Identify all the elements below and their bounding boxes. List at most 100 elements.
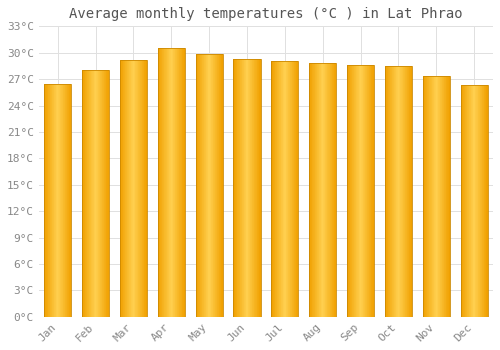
Bar bbox=[347, 65, 348, 317]
Bar bbox=[82, 70, 109, 317]
Bar bbox=[348, 65, 349, 317]
Bar bbox=[316, 63, 318, 317]
Bar bbox=[102, 70, 103, 317]
Bar bbox=[146, 60, 147, 317]
Bar bbox=[135, 60, 136, 317]
Bar bbox=[124, 60, 126, 317]
Bar bbox=[292, 62, 293, 317]
Bar bbox=[133, 60, 134, 317]
Bar bbox=[484, 85, 485, 317]
Bar bbox=[313, 63, 314, 317]
Bar bbox=[390, 66, 391, 317]
Title: Average monthly temperatures (°C ) in Lat Phrao: Average monthly temperatures (°C ) in La… bbox=[69, 7, 462, 21]
Bar bbox=[482, 85, 483, 317]
Bar bbox=[271, 62, 298, 317]
Bar bbox=[460, 85, 488, 317]
Bar bbox=[370, 65, 371, 317]
Bar bbox=[106, 70, 107, 317]
Bar bbox=[335, 63, 336, 317]
Bar bbox=[243, 59, 244, 317]
Bar bbox=[181, 48, 182, 317]
Bar bbox=[160, 48, 161, 317]
Bar bbox=[199, 55, 200, 317]
Bar bbox=[448, 76, 449, 317]
Bar bbox=[61, 84, 62, 317]
Bar bbox=[476, 85, 477, 317]
Bar bbox=[396, 66, 397, 317]
Bar bbox=[290, 62, 291, 317]
Bar bbox=[170, 48, 172, 317]
Bar bbox=[208, 55, 209, 317]
Bar bbox=[440, 76, 441, 317]
Bar bbox=[89, 70, 90, 317]
Bar bbox=[333, 63, 334, 317]
Bar bbox=[66, 84, 68, 317]
Bar bbox=[364, 65, 366, 317]
Bar bbox=[432, 76, 433, 317]
Bar bbox=[86, 70, 88, 317]
Bar bbox=[246, 59, 247, 317]
Bar bbox=[237, 59, 238, 317]
Bar bbox=[272, 62, 274, 317]
Bar bbox=[439, 76, 440, 317]
Bar bbox=[248, 59, 249, 317]
Bar bbox=[166, 48, 167, 317]
Bar bbox=[424, 76, 426, 317]
Bar bbox=[318, 63, 320, 317]
Bar bbox=[294, 62, 295, 317]
Bar bbox=[163, 48, 164, 317]
Bar bbox=[309, 63, 336, 317]
Bar bbox=[449, 76, 450, 317]
Bar bbox=[161, 48, 162, 317]
Bar bbox=[99, 70, 100, 317]
Bar bbox=[389, 66, 390, 317]
Bar bbox=[164, 48, 165, 317]
Bar bbox=[122, 60, 123, 317]
Bar bbox=[104, 70, 105, 317]
Bar bbox=[250, 59, 251, 317]
Bar bbox=[53, 84, 54, 317]
Bar bbox=[322, 63, 324, 317]
Bar bbox=[287, 62, 288, 317]
Bar bbox=[107, 70, 108, 317]
Bar bbox=[446, 76, 447, 317]
Bar bbox=[354, 65, 355, 317]
Bar bbox=[90, 70, 91, 317]
Bar bbox=[139, 60, 140, 317]
Bar bbox=[403, 66, 404, 317]
Bar bbox=[391, 66, 392, 317]
Bar bbox=[483, 85, 484, 317]
Bar bbox=[438, 76, 439, 317]
Bar bbox=[52, 84, 53, 317]
Bar bbox=[239, 59, 240, 317]
Bar bbox=[103, 70, 104, 317]
Bar bbox=[462, 85, 463, 317]
Bar bbox=[216, 55, 218, 317]
Bar bbox=[352, 65, 353, 317]
Bar bbox=[251, 59, 252, 317]
Bar bbox=[176, 48, 178, 317]
Bar bbox=[211, 55, 212, 317]
Bar bbox=[441, 76, 442, 317]
Bar bbox=[108, 70, 109, 317]
Bar bbox=[326, 63, 327, 317]
Bar bbox=[241, 59, 242, 317]
Bar bbox=[447, 76, 448, 317]
Bar bbox=[97, 70, 98, 317]
Bar bbox=[400, 66, 401, 317]
Bar bbox=[236, 59, 237, 317]
Bar bbox=[210, 55, 211, 317]
Bar bbox=[350, 65, 351, 317]
Bar bbox=[47, 84, 48, 317]
Bar bbox=[324, 63, 325, 317]
Bar bbox=[88, 70, 89, 317]
Bar bbox=[372, 65, 373, 317]
Bar bbox=[94, 70, 95, 317]
Bar bbox=[120, 60, 121, 317]
Bar bbox=[202, 55, 203, 317]
Bar bbox=[392, 66, 393, 317]
Bar bbox=[50, 84, 51, 317]
Bar bbox=[402, 66, 403, 317]
Bar bbox=[201, 55, 202, 317]
Bar bbox=[214, 55, 216, 317]
